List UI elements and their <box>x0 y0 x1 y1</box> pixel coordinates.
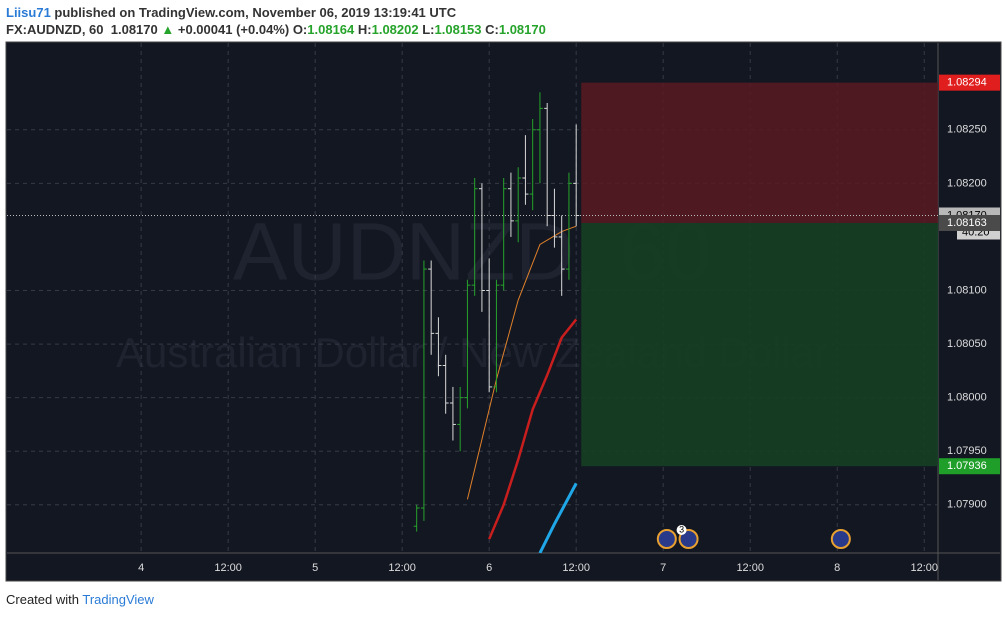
indicator-line <box>538 482 578 553</box>
stop-label-bg <box>939 74 1000 91</box>
chart: AUDNZD, 60 Australian Dollar / New Zeala… <box>5 41 1002 582</box>
y-tick-label: 1.08050 <box>947 338 987 350</box>
x-tick-label: 12:00 <box>910 562 938 574</box>
x-tick-label: 6 <box>486 562 492 574</box>
author[interactable]: Liisu71 <box>6 5 51 20</box>
created: Created with <box>6 592 79 607</box>
x-tick-label: 12:00 <box>562 562 590 574</box>
event-count: 3 <box>679 524 684 534</box>
event-badge <box>676 525 687 535</box>
stop-label: 1.08294 <box>947 77 987 89</box>
y-tick-label: 1.08200 <box>947 177 987 189</box>
event-icon[interactable] <box>678 529 699 549</box>
event-icon[interactable] <box>830 529 851 549</box>
x-tick-label: 12:00 <box>214 562 242 574</box>
footer: Created with TradingView <box>6 592 154 607</box>
stop-zone <box>581 82 938 224</box>
h-label: H: <box>357 22 372 37</box>
x-tick-label: 12:00 <box>388 562 416 574</box>
target-label: 1.07936 <box>947 460 987 472</box>
x-tick-label: 12:00 <box>736 562 764 574</box>
target-zone <box>581 223 938 467</box>
change: +0.00041 (+0.04%) <box>177 22 290 37</box>
y-tick-label: 1.07900 <box>947 499 987 511</box>
arrow: ▲ <box>161 22 175 37</box>
published: published on TradingView.com, November 0… <box>54 5 457 20</box>
o-label: O: <box>292 22 308 37</box>
target-label-bg <box>939 458 1000 475</box>
indicator-line <box>488 318 578 540</box>
header: Liisu71 published on TradingView.com, No… <box>6 4 546 38</box>
y-tick-label: 1.08000 <box>947 392 987 404</box>
o: 1.08164 <box>307 22 355 37</box>
indicator-line <box>466 225 577 500</box>
symbol: FX:AUDNZD, 60 <box>6 22 104 37</box>
entry-label-bg <box>939 215 1000 231</box>
x-tick-label: 8 <box>834 562 840 574</box>
entry-label: 1.08163 <box>947 217 987 229</box>
plot <box>7 43 938 553</box>
c-label: C: <box>485 22 499 37</box>
h: 1.08202 <box>371 22 419 37</box>
last: 1.08170 <box>110 22 158 37</box>
x-tick-label: 4 <box>138 562 144 574</box>
brand[interactable]: TradingView <box>82 592 154 607</box>
event-icon[interactable] <box>656 529 677 549</box>
c: 1.08170 <box>498 22 546 37</box>
l-label: L: <box>422 22 435 37</box>
x-tick-label: 5 <box>312 562 318 574</box>
y-tick-label: 1.08100 <box>947 284 987 296</box>
y-tick-label: 1.08250 <box>947 124 987 136</box>
l: 1.08153 <box>434 22 482 37</box>
y-tick-label: 1.07950 <box>947 445 987 457</box>
x-tick-label: 7 <box>660 562 666 574</box>
